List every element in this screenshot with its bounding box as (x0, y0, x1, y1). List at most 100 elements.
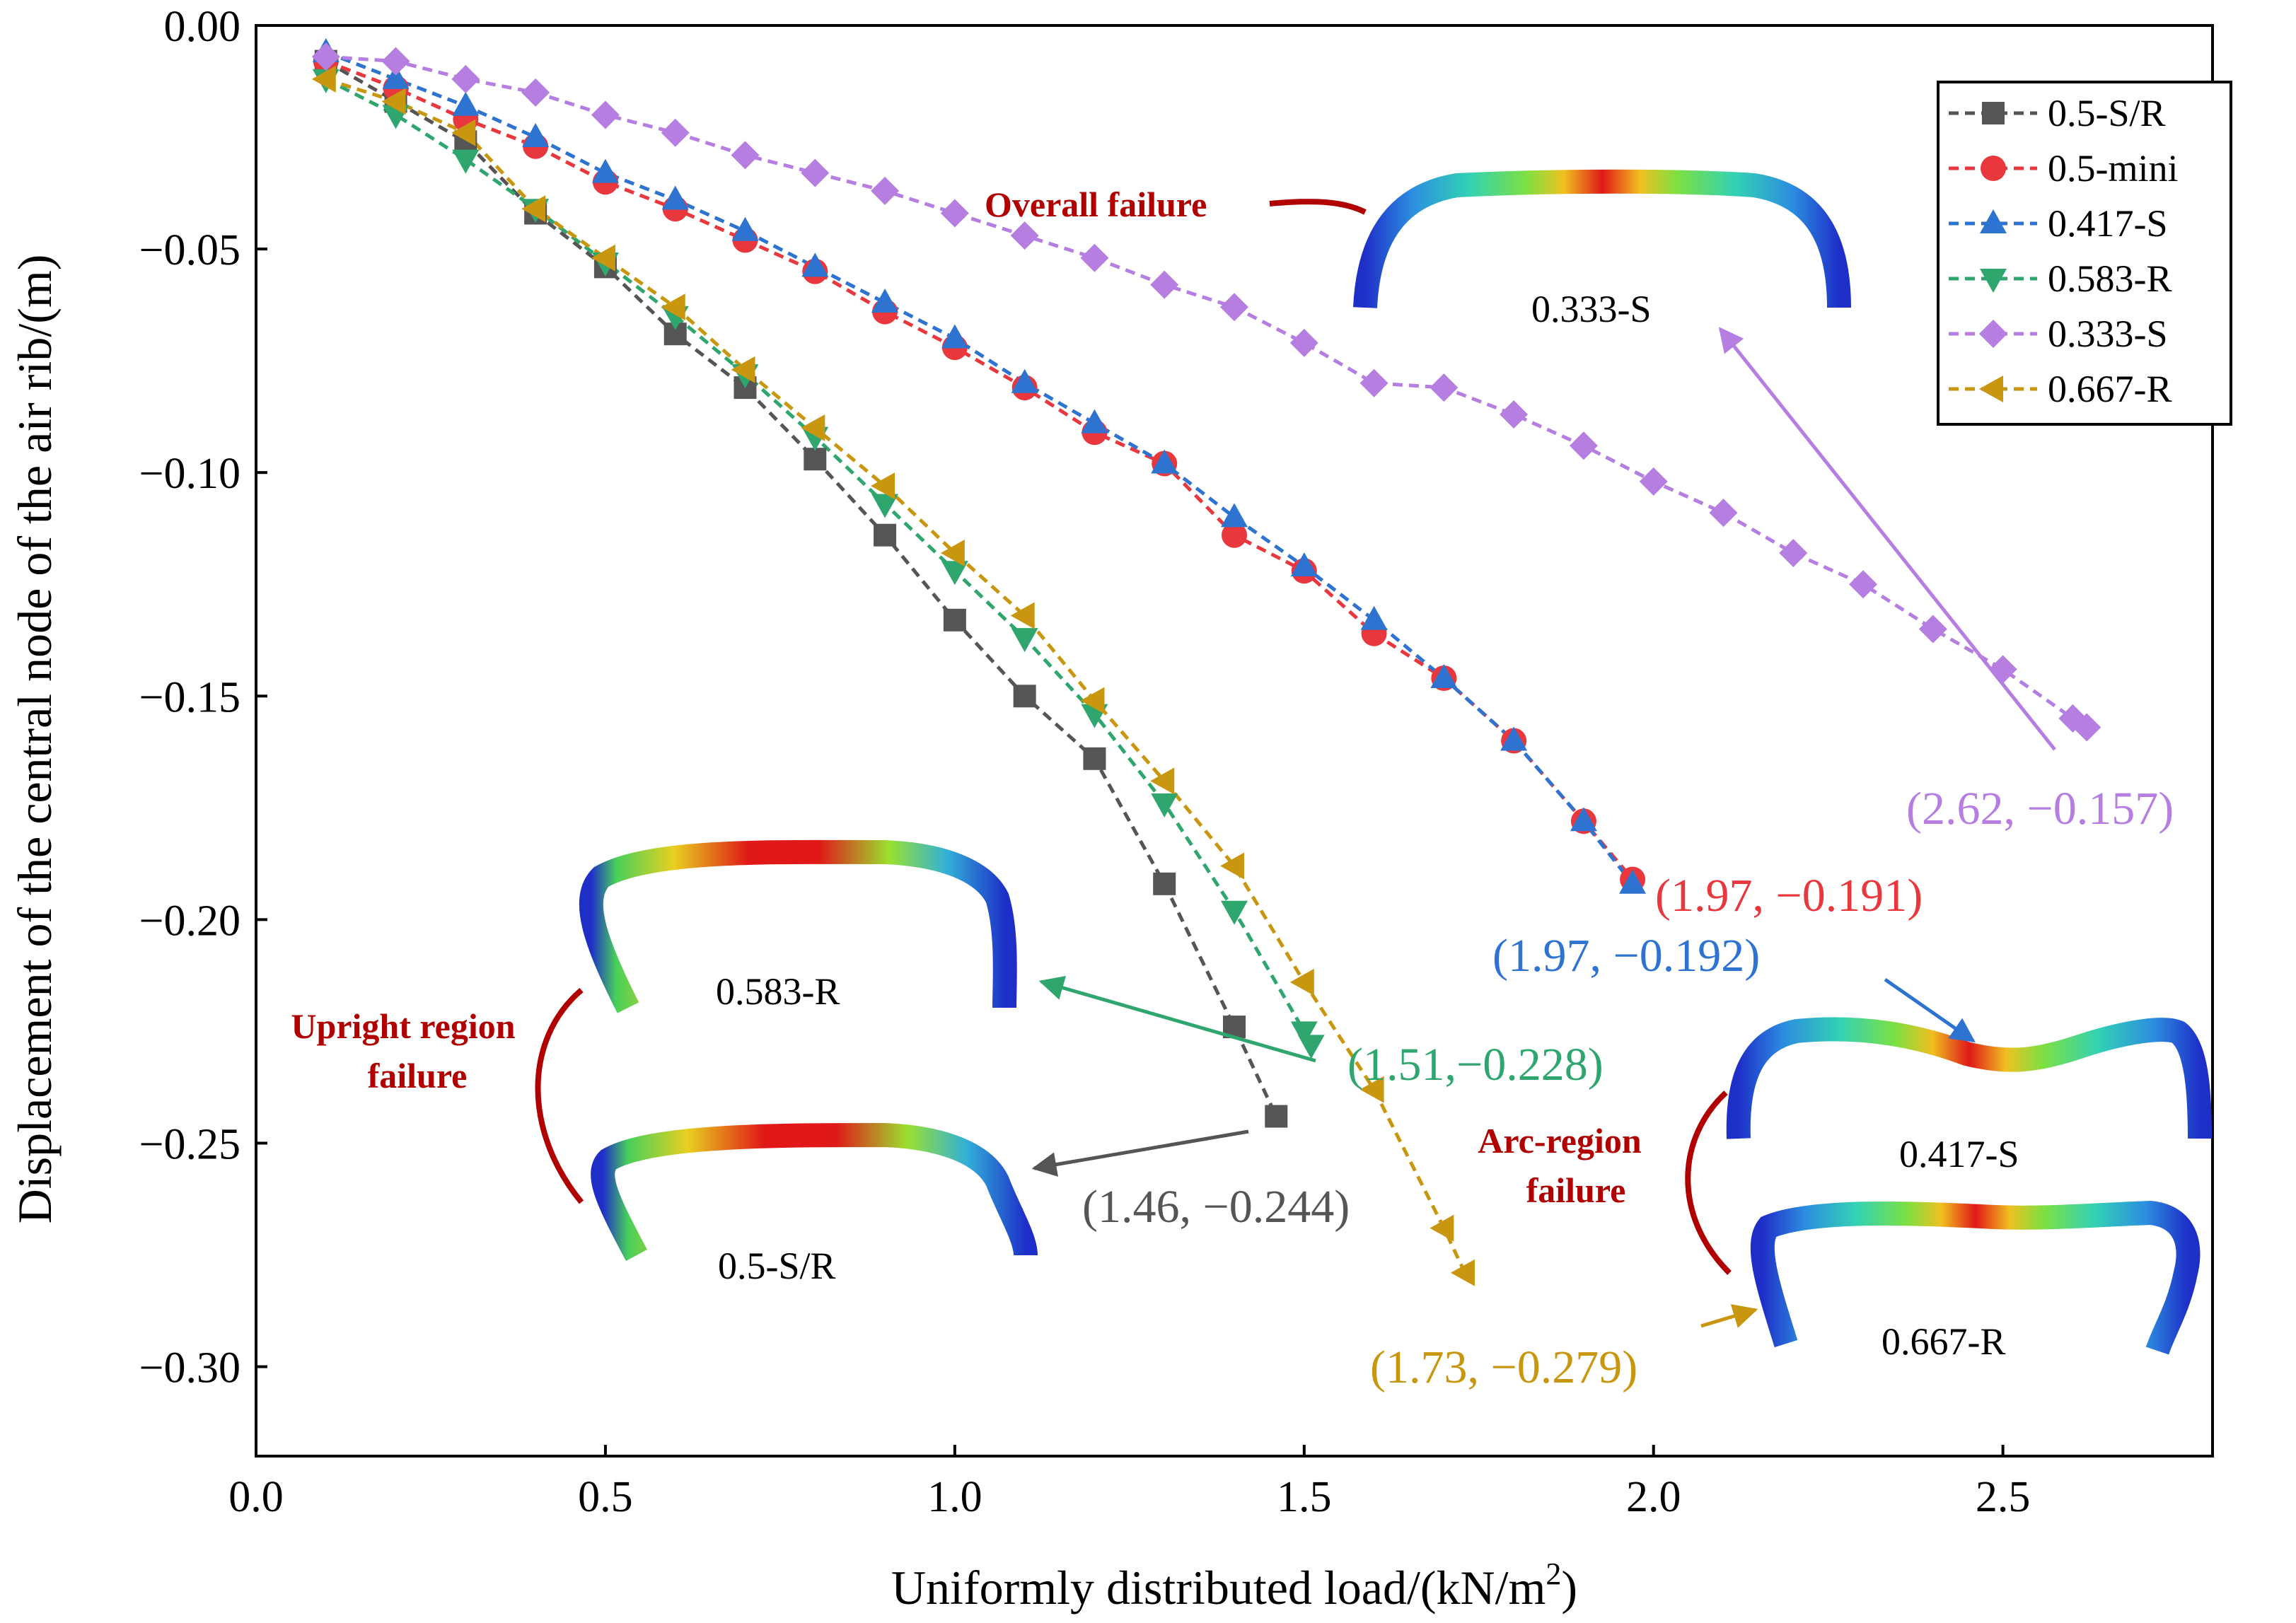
failure-upright-line2: failure (368, 1056, 468, 1095)
annotation-0-583-r: (1.51,−0.228) (1347, 1039, 1604, 1090)
point-0-333-s-11 (1080, 243, 1109, 272)
failure-arc-line1: Arc-region (1478, 1121, 1642, 1160)
point-0-333-s-3 (521, 78, 550, 107)
arrow-0-667-r (1700, 1304, 1758, 1328)
point-0-667-r-13 (1220, 852, 1244, 880)
series-line-0-417-s (325, 50, 1635, 885)
point-0-417-s-15 (1360, 605, 1388, 630)
point-0-5-s-r-10 (1013, 685, 1036, 708)
x-axis-label-end: ) (1561, 1561, 1577, 1615)
point-0-583-r-12 (1151, 793, 1178, 818)
point-0-333-s-19 (1639, 467, 1668, 496)
point-0-333-s-20 (1709, 499, 1738, 528)
arrow-0-417-s (1884, 977, 1976, 1043)
point-0-333-s-18 (1569, 431, 1598, 460)
shape-label-0-583-r: 0.583-R (716, 970, 840, 1013)
series-line-0-667-r (325, 77, 1467, 1274)
arrow-0-583-r (1038, 975, 1316, 1063)
annotations: (2.62, −0.157) (1.97, −0.191) (1.97, −0.… (1082, 783, 2174, 1393)
point-0-333-s-26 (2072, 713, 2101, 742)
failure-arc: Arc-region failure (1478, 1090, 1732, 1275)
point-0-417-s-4 (591, 158, 619, 183)
point-0-333-s-14 (1289, 328, 1318, 357)
point-0-5-s-r-12 (1153, 872, 1176, 895)
x-axis-label-main: Uniformly distributed load/(kN/m (891, 1561, 1546, 1615)
series-lines (325, 50, 2088, 1274)
point-0-5-s-r-8 (874, 523, 897, 547)
point-0-333-s-21 (1779, 538, 1808, 567)
point-0-417-s-2 (452, 91, 480, 116)
point-0-667-r-6 (731, 356, 755, 383)
point-0-667-r-4 (591, 244, 615, 272)
point-0-333-s-10 (1010, 221, 1039, 250)
x-tick-label-5: 2.5 (1976, 1473, 2031, 1521)
point-0-667-r-14 (1289, 968, 1314, 996)
point-0-417-s-19 (1619, 869, 1647, 894)
point-0-333-s-5 (661, 118, 690, 147)
axis-ticks: 0.0 0.5 1.0 1.5 2.0 2.5 0.00 −0.05 −0.10 −0.15 −0.… (139, 3, 2031, 1521)
point-0-417-s-1 (382, 64, 410, 89)
point-0-5-mini-13 (1222, 522, 1247, 548)
legend-marker-0-417-s (1980, 209, 2007, 233)
legend: 0.5-S/R 0.5-mini 0.417-S 0.583-R 0.333-S 0.66… (1937, 81, 2232, 426)
point-0-333-s-15 (1359, 368, 1388, 397)
y-tick-label-0: 0.00 (164, 3, 241, 51)
point-0-333-s-2 (451, 64, 480, 93)
point-0-417-s-16 (1430, 663, 1458, 688)
point-0-5-s-r-11 (1083, 747, 1106, 770)
legend-marker-0-333-s (1979, 320, 2007, 348)
legend-label-0-667-r: 0.667-R (2048, 368, 2172, 410)
point-0-583-r-14 (1290, 1021, 1318, 1046)
point-0-417-s-18 (1570, 807, 1597, 832)
point-0-333-s-6 (731, 141, 760, 170)
point-0-667-r-0 (311, 65, 336, 93)
series-line-0-583-r (325, 77, 1313, 1046)
point-0-5-s-r-14 (1265, 1105, 1288, 1128)
point-0-333-s-8 (871, 176, 900, 205)
y-axis-label: Displacement of the central node of the … (8, 255, 62, 1224)
point-0-667-r-7 (801, 414, 825, 441)
point-0-667-r-9 (940, 539, 965, 566)
point-0-583-r-10 (1011, 628, 1038, 653)
point-0-667-r-10 (1010, 602, 1035, 629)
point-0-333-s-1 (381, 47, 410, 76)
point-0-417-s-11 (1081, 409, 1108, 434)
x-axis-label-sup: 2 (1546, 1557, 1561, 1591)
x-tick-label-3: 1.5 (1277, 1473, 1332, 1521)
failure-overall: Overall failure (985, 185, 1367, 224)
legend-marker-0-583-r (1980, 269, 2007, 293)
point-0-667-r-3 (521, 195, 546, 223)
point-0-417-s-6 (731, 216, 759, 241)
point-0-667-r-8 (871, 472, 895, 500)
point-0-667-r-16 (1430, 1214, 1454, 1242)
point-0-583-r-15 (1297, 1035, 1325, 1059)
x-tick-label-1: 0.5 (578, 1473, 633, 1521)
annotation-0-5-s-r: (1.46, −0.244) (1082, 1181, 1350, 1233)
y-tick-label-2: −0.10 (139, 450, 240, 498)
point-0-333-s-7 (801, 158, 830, 187)
point-0-333-s-13 (1220, 293, 1248, 322)
shape-label-0-5-s-r: 0.5-S/R (718, 1245, 836, 1287)
failure-arc-line2: failure (1526, 1170, 1626, 1210)
point-0-333-s-9 (940, 199, 969, 228)
legend-marker-0-5-s-r (1982, 102, 2005, 124)
y-tick-label-3: −0.15 (139, 673, 240, 721)
legend-box (1937, 81, 2232, 426)
annotation-0-417-s: (1.97, −0.192) (1492, 930, 1760, 982)
failure-upright: Upright region failure (291, 987, 584, 1204)
point-0-333-s-0 (311, 42, 340, 71)
x-tick-label-4: 2.0 (1626, 1473, 1681, 1521)
legend-marker-0-5-mini (1981, 156, 2006, 181)
y-tick-label-6: −0.30 (139, 1344, 240, 1392)
point-0-667-r-11 (1080, 687, 1105, 714)
point-0-417-s-9 (941, 324, 968, 349)
point-0-333-s-4 (591, 100, 620, 129)
point-0-667-r-5 (661, 293, 685, 321)
series-line-0-5-s-r (325, 59, 1278, 1117)
annotation-0-5-mini: (1.97, −0.191) (1655, 870, 1923, 921)
shape-inset-0-583-r: 0.583-R (579, 839, 1017, 1013)
point-0-5-s-r-7 (804, 448, 827, 471)
point-0-417-s-12 (1151, 449, 1178, 474)
point-0-667-r-1 (381, 88, 406, 115)
